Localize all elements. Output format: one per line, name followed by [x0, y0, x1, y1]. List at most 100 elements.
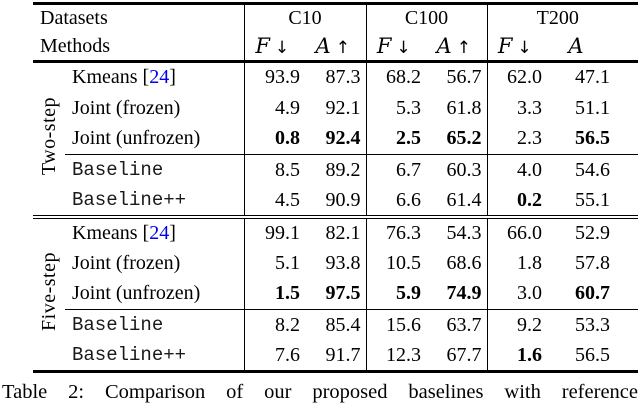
metric-header-a: A [547, 32, 639, 63]
metric-cell: 63.7 [426, 309, 488, 341]
metric-cell: 10.5 [365, 247, 427, 279]
down-arrow-icon: ↓ [396, 37, 411, 58]
metric-cell: 1.5 [243, 278, 306, 310]
metric-cell: 2.3 [486, 123, 548, 155]
metric-cell: 15.6 [365, 309, 427, 341]
metric-cell: 93.9 [243, 61, 306, 93]
method-cell: Joint (unfrozen) [72, 127, 201, 150]
metric-cell: 2.5 [365, 123, 427, 155]
method-cell: Kmeans [24] [65, 214, 245, 248]
metric-cell: 90.9 [325, 188, 361, 211]
metric-header-a: A ↑ [305, 32, 367, 63]
f-metric-label: F [497, 33, 513, 58]
header-methods-label: Methods [33, 32, 245, 63]
table-row: Two-step Kmeans [24] 93.9 87.3 68.2 56.7… [33, 61, 638, 175]
metric-cell: 57.8 [575, 251, 611, 274]
metric-cell: 68.6 [446, 251, 482, 274]
metric-cell: 93.8 [325, 251, 361, 274]
metric-cell: 6.7 [365, 154, 427, 186]
dataset-header-c10: C10 [243, 3, 367, 33]
results-table: Datasets C10 C100 T200 Methods F ↓ A ↑ F ↓ … [33, 2, 639, 373]
metric-cell: 5.1 [243, 247, 306, 279]
metric-cell: 9.2 [486, 309, 548, 341]
metric-cell: 3.3 [486, 92, 548, 124]
metric-cell: 47.1 [575, 66, 611, 89]
up-arrow-icon: ↑ [335, 37, 350, 58]
metric-header-f: F ↓ [486, 32, 548, 63]
metric-cell: 6.6 [365, 185, 427, 217]
metric-cell: 92.1 [325, 96, 361, 119]
metric-cell: 99.1 [243, 214, 306, 248]
table-row: Baseline 8.5 89.2 6.7 60.3 4.0 54.6 [33, 154, 639, 186]
method-cell: Joint (unfrozen) [72, 282, 201, 305]
dataset-header-c100: C100 [365, 3, 488, 33]
metric-cell: 60.3 [426, 154, 488, 186]
metric-cell: 54.3 [426, 214, 488, 248]
metric-cell: 55.1 [575, 188, 611, 211]
metric-cell: 0.8 [243, 123, 306, 155]
table-row: Baseline 8.2 85.4 15.6 63.7 9.2 53.3 [33, 309, 639, 341]
method-cell: Joint (frozen) [72, 251, 181, 274]
dataset-header-t200: T200 [486, 3, 639, 33]
metric-cell: 4.9 [243, 92, 306, 124]
metric-cell: 5.3 [365, 92, 427, 124]
a-metric-label: A [315, 33, 331, 58]
metric-header-f: F ↓ [365, 32, 427, 63]
metric-cell: 65.2 [446, 127, 482, 150]
metric-cell: 89.2 [305, 154, 367, 186]
table-row: Joint (frozen) 4.9 92.1 5.3 61.8 3.3 51.… [33, 92, 638, 124]
table-row: Joint (frozen) 5.1 93.8 10.5 68.6 1.8 57… [33, 247, 638, 279]
metric-cell: 4.0 [486, 154, 548, 186]
metric-cell: 60.7 [575, 282, 611, 305]
metric-cell: 67.7 [446, 343, 482, 366]
metric-cell: 52.9 [547, 214, 639, 248]
method-cell: Baseline++ [72, 189, 187, 211]
metric-cell: 8.5 [243, 154, 306, 186]
metric-cell: 87.3 [325, 66, 361, 89]
table-row: Five-step Kmeans [24] 99.1 82.1 76.3 54.… [33, 214, 639, 372]
metric-cell: 61.8 [446, 96, 482, 119]
method-cell: Baseline++ [72, 344, 187, 367]
metric-cell: 12.3 [365, 340, 427, 372]
metric-cell: 76.3 [365, 214, 427, 248]
metric-cell: 74.9 [446, 282, 482, 305]
a-metric-label: A [436, 33, 452, 58]
metric-cell: 62.0 [486, 61, 548, 93]
metric-cell: 1.6 [486, 340, 548, 372]
metric-cell: 0.2 [486, 185, 548, 217]
metric-cell: 8.2 [243, 309, 306, 341]
metric-cell: 82.1 [305, 214, 367, 248]
method-cell: Baseline [65, 309, 245, 341]
metric-cell: 54.6 [547, 154, 639, 186]
table-caption: Table 2: Comparison of our proposed base… [2, 381, 638, 403]
metric-cell: 3.0 [486, 278, 548, 310]
down-arrow-icon: ↓ [274, 37, 290, 58]
metric-cell: 7.6 [243, 340, 306, 372]
metric-cell: 5.9 [365, 278, 427, 310]
section-label-five-step: Five-step [33, 214, 65, 372]
down-arrow-icon: ↓ [517, 37, 532, 58]
citation-link[interactable]: 24 [149, 66, 170, 89]
metric-header-a: A ↑ [426, 32, 488, 63]
metric-cell: 85.4 [305, 309, 367, 341]
metric-cell: 91.7 [325, 343, 361, 366]
metric-cell: 68.2 [365, 61, 427, 93]
metric-header-f: F ↓ [243, 32, 306, 63]
metric-cell: 61.4 [446, 188, 482, 211]
metric-cell: 66.0 [486, 214, 548, 248]
metric-cell: 56.7 [446, 66, 482, 89]
method-cell: Kmeans [24] [72, 66, 176, 89]
metric-cell: 56.5 [575, 127, 611, 150]
metric-cell: 4.5 [243, 185, 306, 217]
metric-cell: 1.8 [486, 247, 548, 279]
up-arrow-icon: ↑ [456, 37, 471, 58]
header-datasets-label: Datasets [40, 7, 108, 30]
metric-cell: 51.1 [575, 96, 611, 119]
table-row: Baseline++ 4.5 90.9 6.6 61.4 0.2 55.1 [33, 185, 638, 217]
citation-link[interactable]: 24 [149, 221, 170, 244]
f-metric-label: F [376, 33, 392, 58]
table-row: Baseline++ 7.6 91.7 12.3 67.7 1.6 56.5 [33, 340, 638, 372]
metric-cell: 92.4 [325, 127, 361, 150]
method-cell: Joint (frozen) [72, 96, 181, 119]
table-row: Joint (unfrozen) 0.8 92.4 2.5 65.2 2.3 5… [33, 123, 638, 155]
